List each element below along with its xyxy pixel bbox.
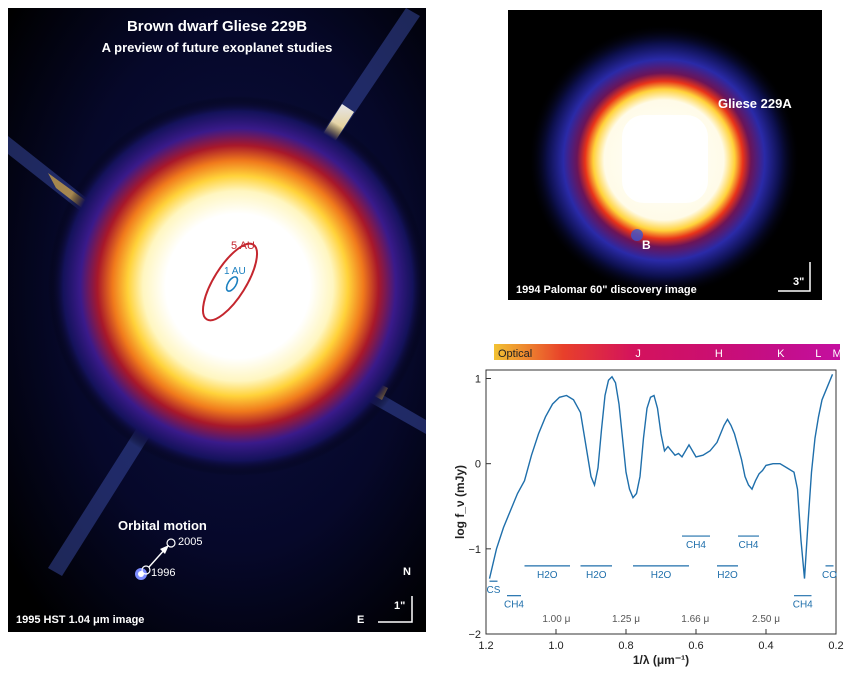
wavelength-mark: 1.00 μ xyxy=(542,614,570,625)
palomar-scale-label: 3" xyxy=(793,276,805,288)
orbit-5au-ellipse xyxy=(202,242,258,322)
palomar-scale-bar xyxy=(778,262,811,292)
hst-scale-label: 1" xyxy=(394,600,406,612)
x-tick-label: 1.0 xyxy=(548,640,563,652)
band-label: Optical xyxy=(498,348,532,360)
absorption-feature-label: H2O xyxy=(586,570,607,581)
spectrum-chart: Optical J H K L M 1.2 1.0 0.8 0.6 0.4 0.2 1 0 −1 −2 1/λ … xyxy=(450,340,846,668)
compass-north: N xyxy=(403,566,411,578)
figure-subtitle: A preview of future exoplanet studies xyxy=(101,40,333,55)
y-tick-label: 1 xyxy=(475,374,481,386)
x-tick-label: 0.2 xyxy=(828,640,843,652)
plot-frame xyxy=(485,369,837,635)
gliese-229a-label: Gliese 229A xyxy=(718,96,792,111)
y-tick-label: −2 xyxy=(468,629,481,641)
wavelength-mark: 1.25 μ xyxy=(612,614,640,625)
y-tick-label: 0 xyxy=(475,459,481,471)
band-label: H xyxy=(715,348,723,360)
spectrum-line xyxy=(488,374,834,579)
companion-b-dot xyxy=(631,229,643,241)
absorption-feature-label: H2O xyxy=(651,570,672,581)
band-label: L xyxy=(815,348,821,360)
band-label: J xyxy=(635,348,641,360)
scale-bar-line xyxy=(378,596,413,623)
x-tick-label: 0.6 xyxy=(688,640,703,652)
x-tick-label: 0.8 xyxy=(618,640,633,652)
palomar-image-artwork xyxy=(508,10,822,300)
y-tick-label: −1 xyxy=(468,544,481,556)
y-axis-label: log f_ν (mJy) xyxy=(453,465,467,539)
compass-east: E xyxy=(357,614,365,626)
band-label: K xyxy=(777,348,785,360)
orbital-motion-label: Orbital motion xyxy=(118,518,207,533)
spectrum-svg: Optical J H K L M 1.2 1.0 0.8 0.6 0.4 0.2 1 0 −1 −2 1/λ … xyxy=(453,344,844,667)
absorption-feature-label: H2O xyxy=(717,570,738,581)
band-bar xyxy=(494,344,840,360)
hst-image-artwork xyxy=(8,8,426,632)
epoch-1996-label: 1996 xyxy=(151,567,176,579)
absorption-feature-label: CH4 xyxy=(504,600,524,611)
absorption-feature-label: H2O xyxy=(537,570,558,581)
absorption-feature-label: CH4 xyxy=(738,540,758,551)
companion-b-label: B xyxy=(642,238,651,252)
wavelength-mark: 2.50 μ xyxy=(752,614,780,625)
absorption-feature-label: CO xyxy=(822,570,837,581)
orbital-motion-marker xyxy=(135,538,176,580)
star-glare xyxy=(48,96,426,476)
figure-title: Brown dwarf Gliese 229B xyxy=(126,18,308,35)
epoch-2005-label: 2005 xyxy=(178,536,203,548)
x-tick-label: 1.2 xyxy=(478,640,493,652)
absorption-feature-label: CH4 xyxy=(793,600,813,611)
band-label: M xyxy=(833,348,842,360)
ring-1au-label: 1 AU xyxy=(224,266,246,277)
orbit-1au-ellipse xyxy=(225,276,239,292)
hst-caption: 1995 HST 1.04 μm image xyxy=(16,614,145,626)
x-axis-label: 1/λ (μm⁻¹) xyxy=(633,653,689,667)
absorption-feature-label: CS xyxy=(487,585,501,596)
absorption-feature-label: CH4 xyxy=(686,540,706,551)
hst-image-panel: Brown dwarf Gliese 229B A preview of fut… xyxy=(8,8,426,632)
wavelength-mark: 1.66 μ xyxy=(681,614,709,625)
ring-5au-label: 5 AU xyxy=(231,240,255,252)
palomar-caption: 1994 Palomar 60" discovery image xyxy=(516,284,697,296)
palomar-image-panel: Gliese 229A B 1994 Palomar 60" discovery… xyxy=(508,10,822,300)
x-tick-label: 0.4 xyxy=(758,640,773,652)
